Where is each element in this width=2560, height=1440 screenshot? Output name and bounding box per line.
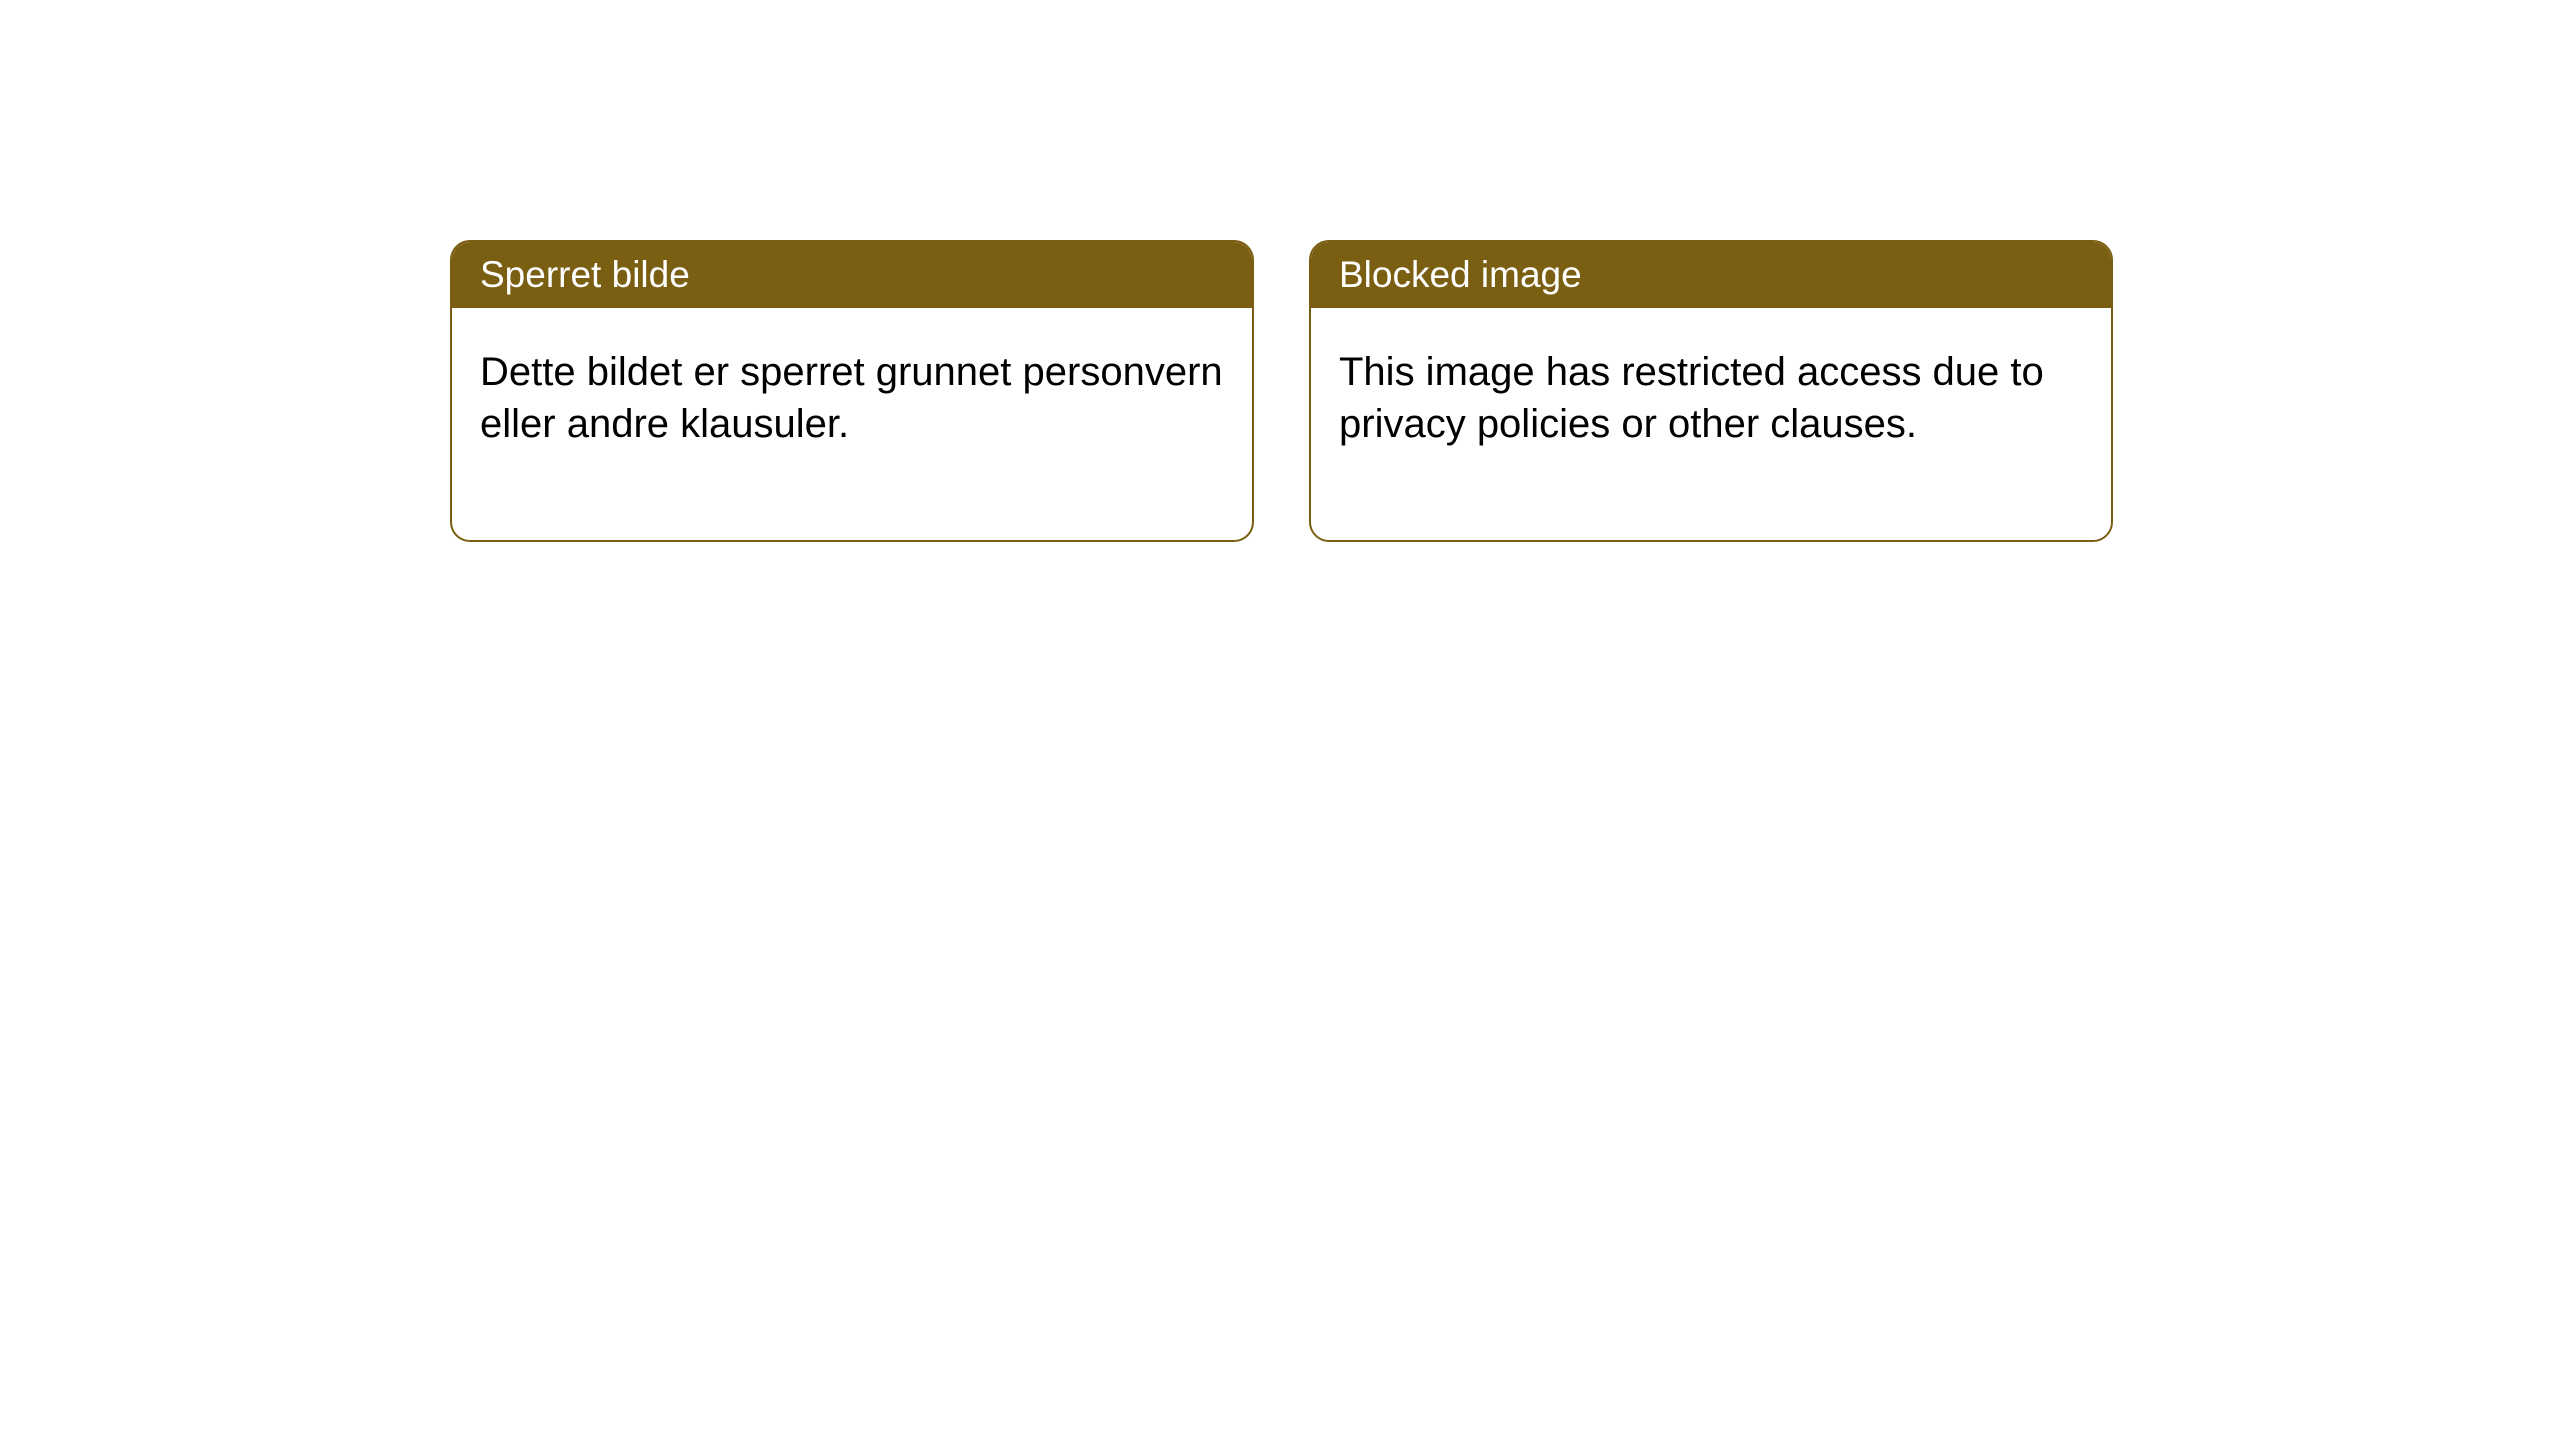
notice-card-english: Blocked image This image has restricted … <box>1309 240 2113 542</box>
card-header: Sperret bilde <box>452 242 1252 308</box>
notice-card-norwegian: Sperret bilde Dette bildet er sperret gr… <box>450 240 1254 542</box>
card-header: Blocked image <box>1311 242 2111 308</box>
notice-container: Sperret bilde Dette bildet er sperret gr… <box>450 240 2113 542</box>
card-body: Dette bildet er sperret grunnet personve… <box>452 308 1252 540</box>
card-body: This image has restricted access due to … <box>1311 308 2111 540</box>
